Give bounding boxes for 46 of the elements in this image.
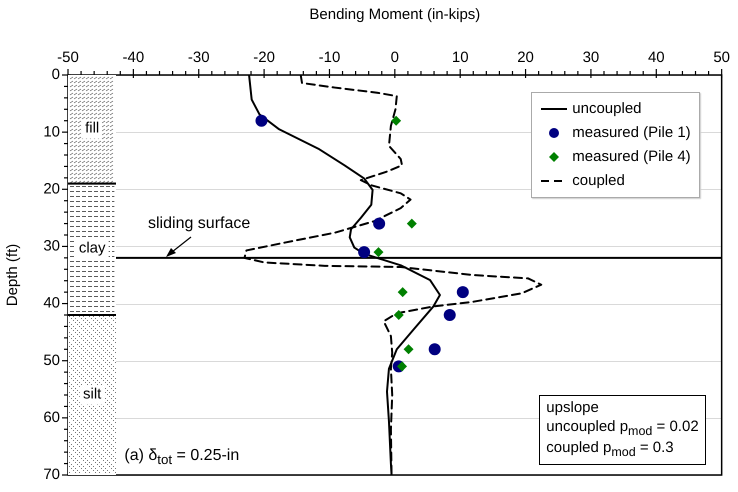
x-tick-label: -20 bbox=[253, 49, 275, 66]
point bbox=[397, 361, 408, 372]
legend-label: coupled bbox=[572, 172, 625, 190]
x-tick-label: -50 bbox=[57, 49, 79, 66]
point bbox=[373, 247, 384, 258]
y-tick-label: 10 bbox=[43, 123, 60, 140]
annotation: uncoupled p$_{mod}$ = 0.02 bbox=[546, 418, 699, 440]
point bbox=[404, 344, 414, 354]
x-tick-label: -10 bbox=[318, 49, 340, 66]
x-tick-label: 20 bbox=[517, 49, 534, 66]
x-tick-label: -40 bbox=[122, 49, 144, 66]
point bbox=[255, 114, 268, 127]
point bbox=[394, 310, 404, 320]
y-tick-label: 0 bbox=[52, 66, 60, 84]
point bbox=[373, 218, 386, 230]
x-tick-label: 0 bbox=[390, 49, 399, 66]
band-label: fill bbox=[82, 120, 102, 139]
point bbox=[398, 287, 408, 298]
annotation: upslope bbox=[546, 399, 600, 418]
y-tick-label: 40 bbox=[43, 294, 60, 312]
point bbox=[358, 246, 370, 258]
x-tick-label: 50 bbox=[713, 49, 730, 66]
annotation: (a) δ$_{tot}$ = 0.25-in bbox=[124, 446, 240, 469]
point bbox=[406, 218, 417, 229]
point bbox=[456, 286, 469, 298]
x-tick-label: 40 bbox=[648, 49, 665, 66]
annotation: coupled p$_{mod}$ = 0.3 bbox=[546, 439, 675, 461]
x-axis-title: Bending Moment (in-kips) bbox=[309, 6, 480, 24]
point bbox=[428, 343, 441, 356]
band-label: clay bbox=[76, 240, 109, 259]
legend-label: uncoupled bbox=[572, 100, 642, 118]
y-tick-label: 50 bbox=[43, 352, 60, 369]
point bbox=[444, 309, 456, 321]
y-tick-label: 60 bbox=[43, 409, 60, 426]
band-label: silt bbox=[80, 386, 104, 404]
x-tick-label: 30 bbox=[582, 49, 600, 66]
x-tick-label: 10 bbox=[452, 49, 469, 66]
y-tick-label: 70 bbox=[43, 466, 60, 484]
legend-label: measured (Pile 1) bbox=[572, 124, 691, 142]
y-axis-title: Depth (ft) bbox=[4, 244, 22, 306]
ref-line-label: sliding surface bbox=[148, 214, 250, 234]
y-tick-label: 20 bbox=[43, 180, 60, 198]
y-tick-label: 30 bbox=[43, 238, 60, 255]
x-tick-label: -30 bbox=[188, 49, 210, 66]
point bbox=[391, 116, 402, 126]
legend-label: measured (Pile 4) bbox=[572, 148, 691, 166]
